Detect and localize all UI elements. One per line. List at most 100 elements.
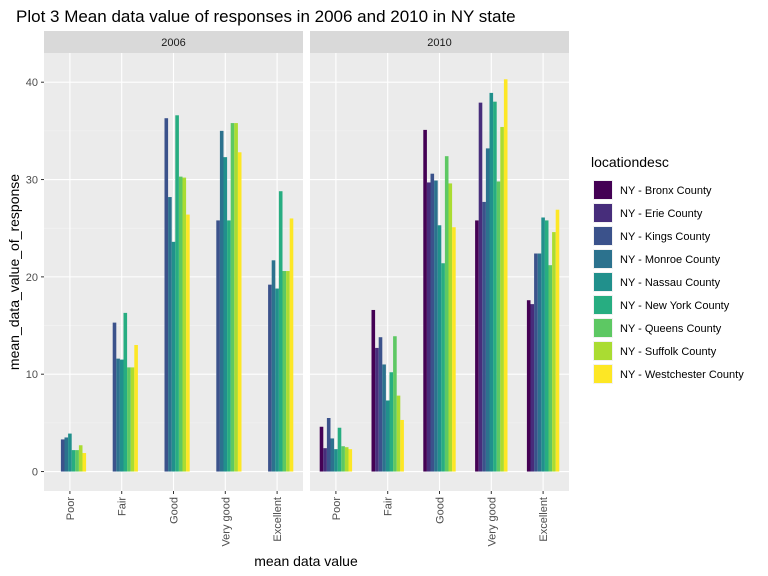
bar [348, 449, 353, 472]
y-tick-label: 10 [26, 369, 38, 381]
bar [493, 101, 497, 472]
legend-label: NY - Westchester County [620, 369, 744, 381]
bar [175, 115, 179, 472]
bar [548, 265, 553, 472]
bar [530, 304, 535, 472]
bar [444, 156, 449, 472]
bar [500, 126, 504, 472]
facet-strip [44, 31, 303, 53]
legend-swatch [594, 342, 612, 360]
bar [71, 450, 76, 472]
bar [426, 182, 431, 472]
y-tick-label: 0 [32, 467, 38, 479]
bar [75, 450, 79, 472]
legend-swatch [594, 250, 612, 268]
legend-swatch [594, 296, 612, 314]
bar [60, 439, 65, 472]
bar [371, 309, 376, 472]
legend-swatch [594, 181, 612, 199]
bar [130, 367, 135, 472]
x-tick-label: Very good [486, 497, 498, 547]
chart-title: Plot 3 Mean data value of responses in 2… [16, 7, 516, 26]
bar [234, 123, 238, 472]
chart-panels: 2006 Poor Fair Good Very good Excellent 0 10 20 3… [26, 31, 569, 547]
x-tick-label: Poor [65, 497, 77, 521]
bar [555, 209, 560, 472]
legend-item: NY - Suffolk County [593, 341, 717, 361]
legend-swatch [594, 204, 612, 222]
bar [127, 367, 131, 472]
bar [326, 418, 331, 472]
x-tick-label: Good [435, 497, 447, 524]
bar [164, 118, 169, 472]
bar [334, 449, 338, 472]
bar [68, 433, 72, 472]
legend-label: NY - Monroe County [620, 254, 721, 266]
legend-label: NY - New York County [620, 300, 730, 312]
bar [219, 130, 224, 472]
x-tick-label: Fair [383, 497, 395, 516]
bar [82, 453, 87, 472]
bar [323, 448, 327, 472]
legend-label: NY - Nassau County [620, 277, 721, 289]
bar [375, 347, 379, 472]
legend-item: NY - Kings County [593, 226, 711, 246]
bar [168, 197, 172, 472]
bar [389, 372, 394, 472]
x-tick-label: Excellent [538, 497, 550, 542]
legend-swatch [594, 273, 612, 291]
bar [382, 364, 386, 472]
bar [430, 173, 435, 472]
bar [482, 201, 486, 472]
bar [278, 191, 283, 472]
bar [341, 446, 345, 472]
bar [134, 345, 138, 472]
bar [544, 220, 549, 472]
bar [319, 426, 324, 472]
bar [112, 322, 117, 472]
x-tick-label: Good [169, 497, 181, 524]
bar [271, 260, 276, 472]
bar [485, 148, 490, 472]
x-tick-label: Poor [331, 497, 343, 521]
legend-item: NY - Westchester County [593, 364, 744, 384]
bar [286, 271, 290, 472]
bar [119, 359, 124, 472]
facet-strip [310, 31, 569, 53]
legend-item: NY - Bronx County [593, 180, 712, 200]
bar [478, 102, 483, 472]
legend-label: NY - Bronx County [620, 185, 712, 197]
bar [448, 183, 453, 472]
panel-2010: 2010 Poor Fair Good Very good Excellent [310, 31, 569, 547]
x-axis-title: mean data value [254, 553, 358, 569]
bar [396, 395, 401, 472]
bar [378, 337, 383, 472]
bar [393, 336, 397, 472]
x-tick-label: Very good [220, 497, 232, 547]
bar [534, 253, 538, 472]
legend-item: NY - Queens County [593, 318, 722, 338]
bar [537, 253, 542, 472]
bar [434, 180, 438, 472]
bar [178, 176, 183, 472]
legend-title: locationdesc [591, 154, 669, 170]
bar [337, 427, 342, 472]
legend-item: NY - Monroe County [593, 249, 721, 269]
bar [489, 92, 494, 472]
y-axis-title: mean_data_value_of_response [6, 174, 22, 370]
bar [230, 123, 235, 472]
bar [475, 220, 479, 472]
panel-2006: 2006 Poor Fair Good Very good Excellent 0 10 20 3… [26, 31, 303, 547]
x-tick-label: Fair [117, 497, 129, 516]
bar [496, 181, 501, 472]
bar [116, 358, 120, 472]
legend-item: NY - Nassau County [593, 272, 721, 292]
bar [123, 312, 128, 472]
bar [423, 129, 427, 472]
bar [526, 300, 531, 472]
bar [216, 220, 220, 472]
legend-swatch [594, 365, 612, 383]
bar [503, 79, 508, 472]
bar [237, 152, 242, 472]
